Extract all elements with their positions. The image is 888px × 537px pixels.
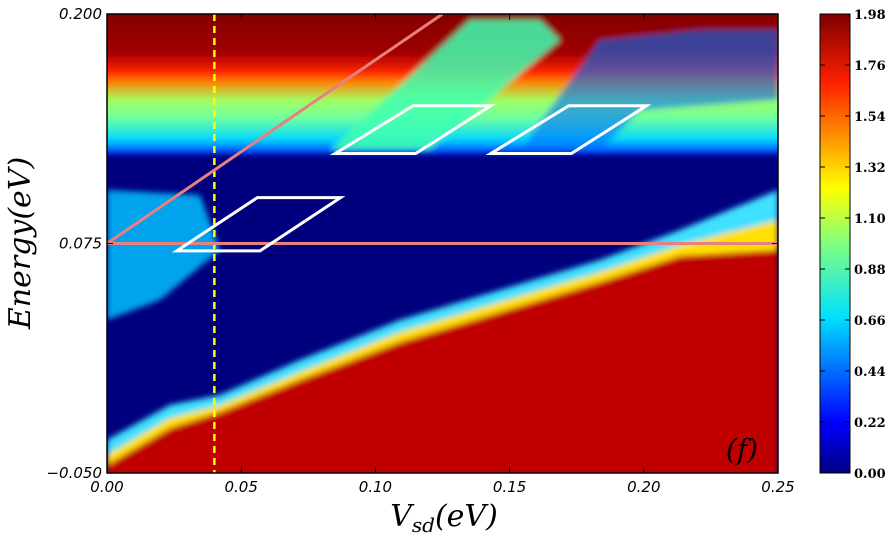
colorbar-tick-label: 1.76	[854, 59, 886, 74]
colorbar-tick-label: 1.10	[854, 212, 886, 227]
y-tick-label: −0.050	[46, 464, 102, 482]
y-axis: −0.050 0.075 0.200	[46, 5, 778, 482]
colorbar-tick-label: 1.32	[854, 161, 886, 176]
colorbar-tick-label: 0.66	[854, 314, 886, 329]
panel-annotation: (f)	[726, 433, 758, 466]
pink-diagonal-line	[107, 14, 444, 245]
x-tick-label: 0.25	[761, 478, 794, 496]
x-tick-label: 0.15	[493, 478, 526, 496]
y-axis-label: Energy(eV)	[3, 157, 38, 330]
parallelogram-1	[171, 196, 346, 253]
x-tick-label: 0.00	[90, 478, 123, 496]
parallelogram-2	[329, 104, 496, 156]
heatmap-diagonal-ridge	[330, 20, 560, 150]
colorbar: 0.00 0.22 0.44 0.66 0.88 1.10 1.32 1.54 1.76 1.98	[819, 8, 886, 482]
parallelograms	[171, 104, 652, 253]
y-tick-label: 0.200	[59, 5, 102, 23]
colorbar-ticks: 0.00 0.22 0.44 0.66 0.88 1.10 1.32 1.54 1.76 1.98	[820, 8, 886, 482]
x-axis-label: Vsd(eV)	[390, 499, 498, 537]
heatmap-upper-right-region	[520, 30, 778, 150]
colorbar-tick-label: 0.44	[854, 365, 886, 380]
heatmap-lower-red-region	[107, 250, 778, 473]
colorbar-tick-label: 1.98	[854, 8, 886, 23]
colorbar-gradient	[819, 13, 851, 474]
colorbar-tick-label: 1.54	[854, 110, 886, 125]
x-tick-label: 0.10	[359, 478, 392, 496]
colorbar-tick-label: 0.22	[854, 416, 886, 431]
y-tick-label: 0.075	[59, 235, 102, 253]
x-axis: 0.00 0.05 0.10 0.15 0.20 0.25	[90, 14, 795, 496]
colorbar-tick-label: 0.00	[854, 467, 886, 482]
parallelogram-3	[485, 104, 652, 156]
x-tick-label: 0.05	[224, 478, 257, 496]
colorbar-tick-label: 0.88	[854, 263, 886, 278]
heatmap	[107, 14, 778, 473]
guide-lines	[107, 14, 778, 473]
x-tick-label: 0.20	[627, 478, 660, 496]
